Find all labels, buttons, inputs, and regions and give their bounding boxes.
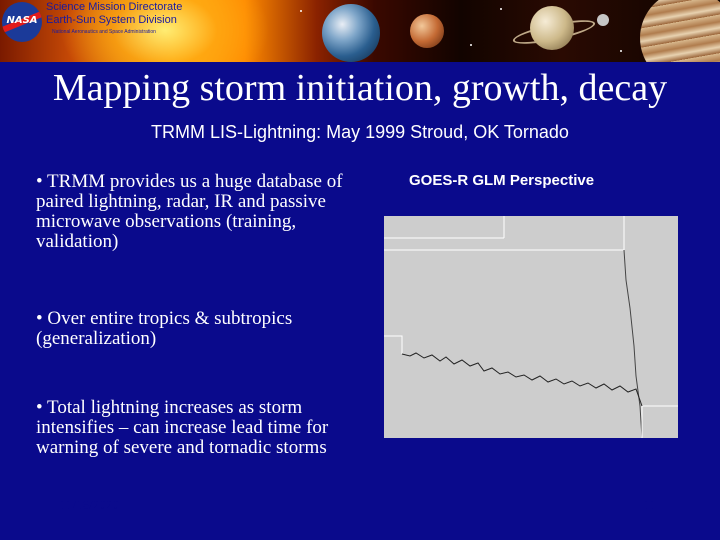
star [470,44,472,46]
directorate-label: Science Mission Directorate [46,1,183,13]
nasa-logo-icon: NASA [2,2,42,42]
state-border-line [623,249,643,438]
bullet-item: • Total lightning increases as storm int… [36,397,329,458]
header-banner: NASA Science Mission Directorate Earth-S… [0,0,720,62]
map-svg [384,216,678,438]
star [620,50,622,52]
bullet-item: • Over entire tropics & subtropics (gene… [36,308,293,349]
star [300,10,302,12]
bullet-item: • TRMM provides us a huge database of pa… [36,171,343,252]
moon-image [597,14,609,26]
saturn-image [530,6,574,50]
page-number: 11 [644,497,657,512]
agency-label: National Aeronautics and Space Administr… [52,29,156,35]
division-label: Earth-Sun System Division [46,14,177,26]
mars-image [410,14,444,48]
slide-title: Mapping storm initiation, growth, decay [52,67,668,109]
slide-subtitle: TRMM LIS-Lightning: May 1999 Stroud, OK … [151,122,569,142]
star [500,8,502,10]
jupiter-image [640,0,720,62]
logo-text: NASA [6,15,38,26]
footer-date: 11/16/2020 [60,497,119,512]
oklahoma-map-image [384,216,678,438]
panel-title: GOES-R GLM Perspective [409,172,595,189]
state-border-line [384,335,403,354]
earth-image [322,4,380,62]
red-river-line [401,352,643,407]
sun-glow [60,0,270,62]
